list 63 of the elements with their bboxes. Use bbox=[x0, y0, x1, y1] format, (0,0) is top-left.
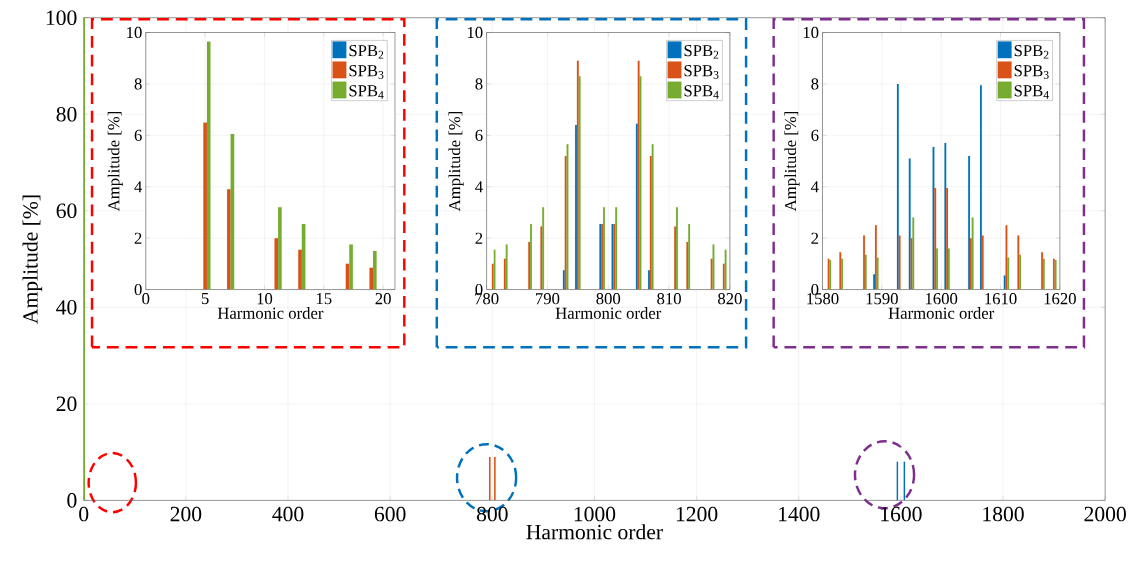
legend-label: SPB$_{2}$ bbox=[349, 44, 384, 59]
x-tick-label: 1400 bbox=[779, 506, 820, 522]
y-tick-label: 40 bbox=[56, 299, 77, 315]
x-axis-title: Harmonic order bbox=[888, 306, 995, 319]
legend-label: SPB$_{3}$ bbox=[1014, 64, 1049, 79]
y-tick-label: 6 bbox=[811, 129, 819, 141]
x-axis-title: Harmonic order bbox=[555, 306, 662, 319]
y-tick-label: 10 bbox=[467, 26, 483, 38]
y-axis-title: Amplitude [%] bbox=[448, 111, 464, 211]
y-tick-label: 0 bbox=[67, 492, 77, 508]
legend-label: SPB$_{2}$ bbox=[1014, 44, 1049, 59]
legend-label: SPB$_{3}$ bbox=[349, 64, 384, 79]
x-tick-label: 800 bbox=[476, 506, 508, 522]
x-tick-label: 1200 bbox=[676, 506, 718, 522]
y-tick-label: 10 bbox=[127, 26, 142, 38]
x-tick-label: 1610 bbox=[985, 292, 1017, 305]
x-tick-label: 2000 bbox=[1084, 506, 1126, 522]
x-tick-label: 10 bbox=[257, 292, 273, 305]
y-tick-label: 2 bbox=[811, 232, 819, 244]
x-tick-label: 1800 bbox=[983, 506, 1024, 522]
y-tick-label: 6 bbox=[134, 129, 142, 141]
x-tick-label: 1620 bbox=[1044, 292, 1076, 305]
legend-label: SPB$_{4}$ bbox=[684, 85, 719, 99]
x-tick-label: 800 bbox=[596, 292, 621, 305]
legend-label: SPB$_{2}$ bbox=[684, 44, 719, 59]
y-tick-label: 8 bbox=[811, 78, 819, 90]
x-tick-label: 600 bbox=[374, 506, 406, 522]
x-axis-title: Harmonic order bbox=[526, 523, 663, 540]
x-tick-label: 200 bbox=[170, 506, 202, 522]
y-tick-label: 60 bbox=[56, 203, 77, 218]
y-axis-title: Amplitude [%] bbox=[107, 111, 123, 211]
y-tick-label: 8 bbox=[475, 78, 483, 90]
x-tick-label: 20 bbox=[375, 292, 391, 305]
y-tick-label: 20 bbox=[56, 396, 77, 411]
legend-label: SPB$_{4}$ bbox=[349, 85, 384, 99]
y-tick-label: 100 bbox=[46, 10, 77, 25]
y-tick-label: 4 bbox=[134, 181, 143, 193]
y-tick-label: 8 bbox=[134, 78, 142, 90]
y-tick-label: 10 bbox=[803, 26, 819, 38]
x-tick-label: 1000 bbox=[574, 506, 616, 522]
x-tick-label: 1590 bbox=[866, 292, 898, 305]
x-tick-label: 15 bbox=[316, 292, 332, 305]
y-tick-label: 2 bbox=[134, 232, 142, 244]
y-tick-label: 2 bbox=[475, 232, 483, 244]
y-axis-title: Amplitude [%] bbox=[22, 195, 43, 324]
x-tick-label: 5 bbox=[201, 292, 209, 304]
x-tick-label: 0 bbox=[142, 292, 150, 305]
x-tick-label: 400 bbox=[272, 506, 304, 522]
x-tick-label: 0 bbox=[79, 506, 89, 522]
x-tick-label: 790 bbox=[536, 292, 560, 305]
y-axis-title: Amplitude [%] bbox=[784, 111, 800, 211]
x-tick-label: 820 bbox=[718, 292, 742, 305]
x-axis-title: Harmonic order bbox=[217, 306, 324, 319]
y-tick-label: 4 bbox=[475, 181, 483, 193]
y-tick-label: 80 bbox=[56, 106, 77, 122]
legend-label: SPB$_{3}$ bbox=[684, 64, 719, 79]
x-tick-label: 1600 bbox=[881, 506, 922, 522]
legend-label: SPB$_{4}$ bbox=[1014, 85, 1049, 99]
y-tick-label: 6 bbox=[475, 129, 483, 141]
x-tick-label: 810 bbox=[657, 292, 681, 305]
y-tick-label: 0 bbox=[134, 283, 142, 296]
x-tick-label: 1600 bbox=[925, 292, 958, 305]
y-tick-label: 4 bbox=[811, 181, 819, 193]
